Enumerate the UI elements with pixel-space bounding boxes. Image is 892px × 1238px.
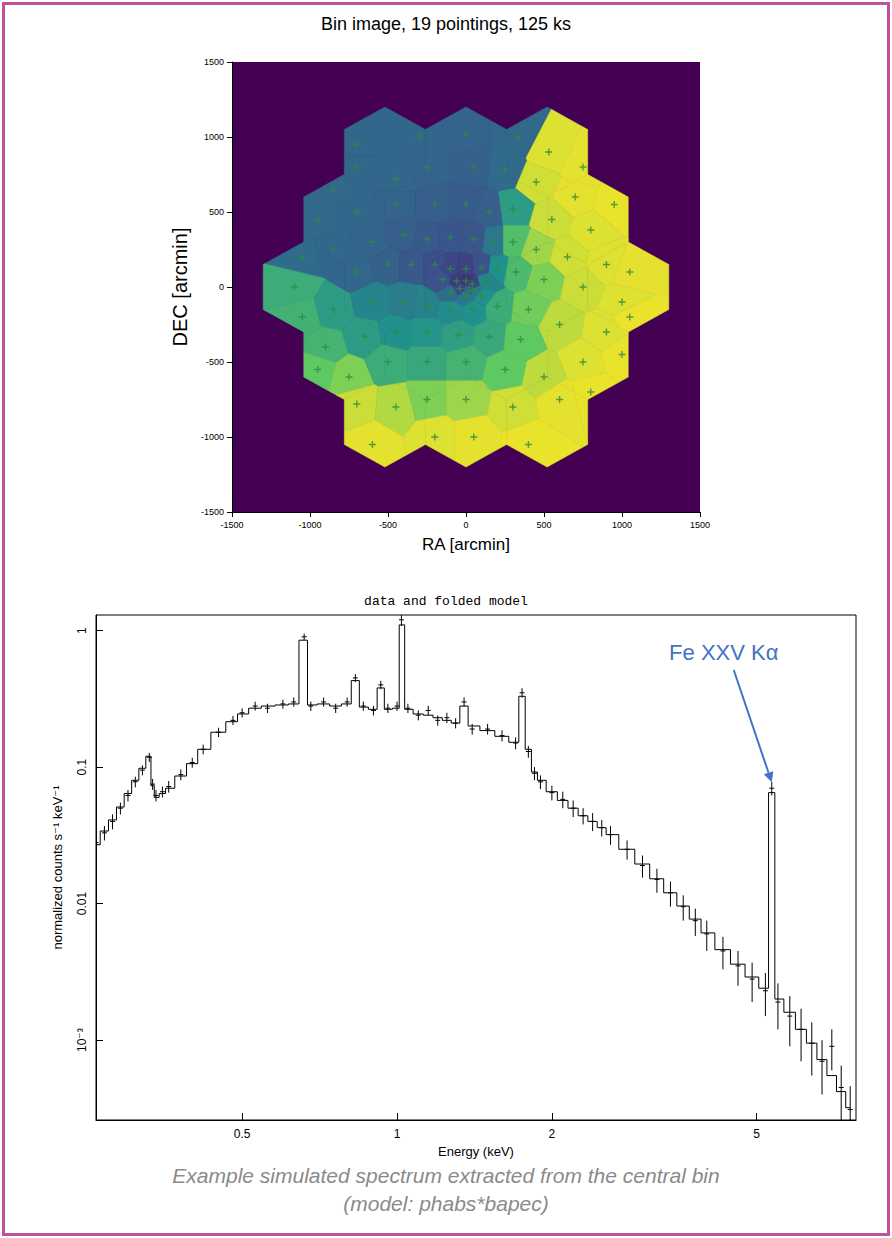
svg-text:data and folded model: data and folded model xyxy=(364,594,528,609)
svg-text:10⁻³: 10⁻³ xyxy=(75,1028,89,1052)
svg-text:0: 0 xyxy=(219,282,224,292)
svg-text:500: 500 xyxy=(536,520,551,530)
svg-text:0.5: 0.5 xyxy=(234,1127,251,1141)
svg-text:Energy (keV): Energy (keV) xyxy=(438,1144,514,1159)
svg-text:1000: 1000 xyxy=(204,132,224,142)
svg-text:0.01: 0.01 xyxy=(75,892,89,916)
svg-text:-500: -500 xyxy=(379,520,397,530)
svg-text:0: 0 xyxy=(463,520,468,530)
svg-text:-1500: -1500 xyxy=(201,507,224,517)
svg-text:Fe XXV Kα: Fe XXV Kα xyxy=(669,640,779,665)
svg-text:500: 500 xyxy=(209,207,224,217)
svg-text:1: 1 xyxy=(75,627,89,634)
svg-text:5: 5 xyxy=(753,1127,760,1141)
svg-text:2: 2 xyxy=(549,1127,556,1141)
svg-text:Example simulated spectrum ext: Example simulated spectrum extracted fro… xyxy=(172,1164,719,1187)
svg-text:-1500: -1500 xyxy=(220,520,243,530)
svg-text:-1000: -1000 xyxy=(298,520,321,530)
svg-text:RA [arcmin]: RA [arcmin] xyxy=(422,535,510,554)
svg-text:-500: -500 xyxy=(206,357,224,367)
svg-text:0.1: 0.1 xyxy=(75,758,89,775)
svg-text:DEC [arcmin]: DEC [arcmin] xyxy=(169,228,191,347)
svg-text:-1000: -1000 xyxy=(201,432,224,442)
svg-text:1: 1 xyxy=(394,1127,401,1141)
svg-text:Bin image, 19 pointings, 125 k: Bin image, 19 pointings, 125 ks xyxy=(321,14,571,34)
svg-text:(model: phabs*bapec): (model: phabs*bapec) xyxy=(343,1192,548,1215)
svg-text:1500: 1500 xyxy=(204,57,224,67)
svg-text:1000: 1000 xyxy=(612,520,632,530)
svg-text:normalized counts s⁻¹ keV⁻¹: normalized counts s⁻¹ keV⁻¹ xyxy=(50,785,65,950)
svg-text:1500: 1500 xyxy=(690,520,710,530)
